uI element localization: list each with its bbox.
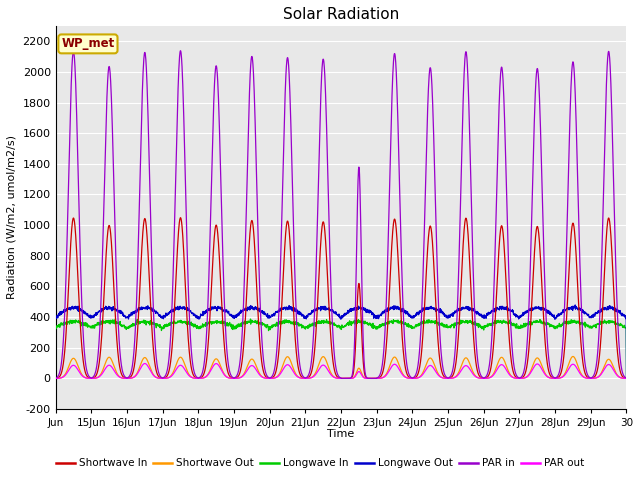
- Title: Solar Radiation: Solar Radiation: [283, 7, 399, 22]
- Text: WP_met: WP_met: [61, 37, 115, 50]
- X-axis label: Time: Time: [328, 430, 355, 440]
- Legend: Shortwave In, Shortwave Out, Longwave In, Longwave Out, PAR in, PAR out: Shortwave In, Shortwave Out, Longwave In…: [52, 454, 588, 472]
- Y-axis label: Radiation (W/m2, umol/m2/s): Radiation (W/m2, umol/m2/s): [7, 135, 17, 300]
